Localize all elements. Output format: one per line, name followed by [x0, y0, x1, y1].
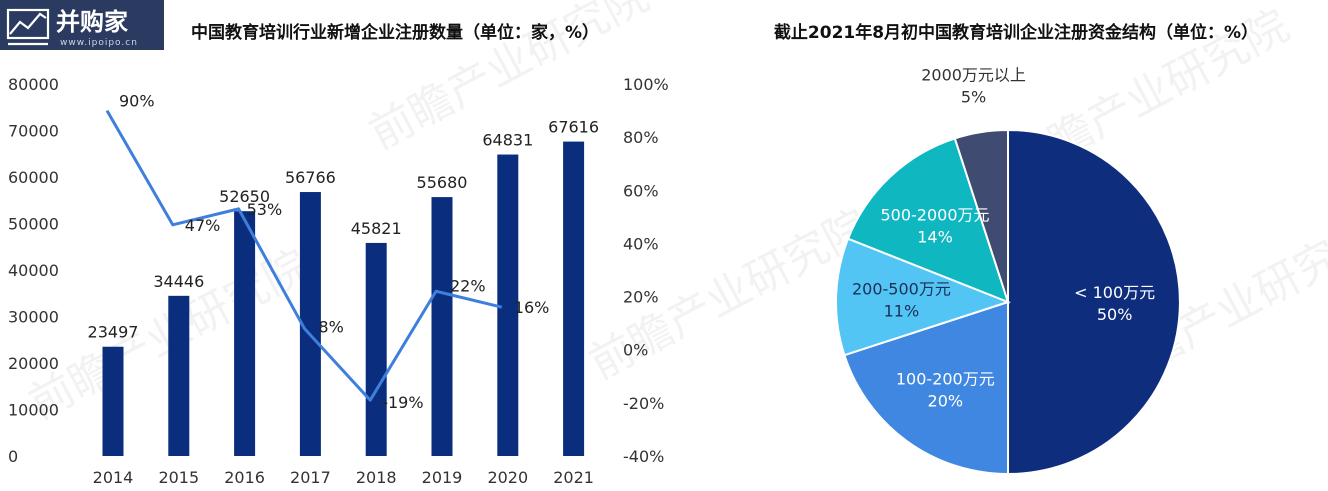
bar-value-label: 34446 — [153, 272, 204, 291]
growth-value-label: -19% — [382, 393, 423, 412]
right-chart-title: 截止2021年8月初中国教育培训企业注册资金结构（单位：%） — [774, 22, 1258, 43]
pie-slice — [953, 128, 1009, 303]
x-tick-label: 2018 — [356, 468, 397, 487]
growth-value-label: 90% — [119, 92, 155, 111]
bar — [168, 295, 190, 456]
pie-slice — [1007, 128, 1181, 476]
right-y-tick-label: -20% — [623, 394, 664, 413]
x-tick-label: 2017 — [290, 468, 331, 487]
growth-value-label: 16% — [514, 298, 550, 317]
pie-labels: < 100万元 50% 100-200万元 20% 200-500万元 11% 500-20… — [852, 66, 1155, 411]
pie-slice-label: < 100万元 — [1074, 283, 1155, 302]
right-y-tick-label: 0% — [623, 341, 648, 360]
x-tick-label: 2015 — [158, 468, 199, 487]
pie-chart: 截止2021年8月初中国教育培训企业注册资金结构（单位：%） < 100万元 50… — [774, 22, 1258, 476]
growth-value-label: 8% — [318, 317, 343, 336]
left-chart-title: 中国教育培训行业新增企业注册数量（单位：家，%） — [191, 22, 599, 43]
right-y-tick-label: 80% — [623, 128, 659, 147]
x-tick-label: 2016 — [224, 468, 265, 487]
pie-slice-percent: 11% — [884, 302, 920, 321]
bar-series — [102, 141, 585, 457]
bar-value-label: 23497 — [88, 323, 139, 342]
bar — [102, 346, 124, 456]
x-tick-label: 2021 — [553, 468, 594, 487]
chart-logo-icon — [6, 8, 50, 46]
bar-value-labels: 23497 34446 52650 56766 45821 55680 64831 67616 — [88, 118, 600, 342]
bar-value-label: 64831 — [482, 131, 533, 150]
pie-slice-percent: 20% — [928, 391, 964, 410]
growth-line-series — [105, 109, 503, 402]
growth-value-label: 22% — [450, 276, 486, 295]
right-y-tick-label: 60% — [623, 181, 659, 200]
left-y-tick-label: 0 — [8, 447, 18, 466]
logo-url: www.ipoipo.cn — [60, 38, 138, 48]
left-y-tick-label: 70000 — [8, 122, 59, 141]
right-y-tick-label: -40% — [623, 447, 664, 466]
growth-value-labels: 90% 47% 53% 8% -19% 22% 16% — [119, 92, 549, 413]
bar-value-label: 56766 — [285, 168, 336, 187]
pie-slice-label: 2000万元以上 — [921, 66, 1026, 85]
bar — [497, 154, 519, 457]
pie-slices — [835, 128, 1181, 476]
x-tick-label: 2019 — [422, 468, 463, 487]
logo-text: 并购家 — [56, 8, 128, 36]
site-logo: 并购家 www.ipoipo.cn — [0, 0, 164, 50]
x-tick-label: 2014 — [93, 468, 134, 487]
pie-slice-percent: 14% — [917, 227, 953, 246]
bar — [234, 211, 256, 456]
x-axis: 2014 2015 2016 2017 2018 2019 2020 2021 — [93, 468, 594, 487]
pie-slice-label: 100-200万元 — [896, 369, 995, 388]
growth-value-label: 53% — [247, 200, 283, 219]
bar-value-label: 55680 — [417, 173, 468, 192]
left-y-tick-label: 40000 — [8, 261, 59, 280]
bar-value-label: 45821 — [351, 219, 402, 238]
left-y-tick-label: 60000 — [8, 168, 59, 187]
bar-value-label: 52650 — [219, 187, 270, 206]
right-y-axis: -40% -20% 0% 20% 40% 60% 80% 100% — [623, 75, 669, 466]
pie-slice — [843, 300, 1009, 476]
left-y-axis: 0 10000 20000 30000 40000 50000 60000 70000 8000… — [8, 75, 59, 466]
bar-line-chart: 中国教育培训行业新增企业注册数量（单位：家，%） 0 10000 20000 3000… — [8, 22, 669, 487]
left-y-tick-label: 50000 — [8, 215, 59, 234]
bar — [299, 192, 321, 457]
bar — [563, 141, 585, 456]
right-y-tick-label: 100% — [623, 75, 669, 94]
left-y-tick-label: 10000 — [8, 401, 59, 420]
bar — [365, 242, 387, 456]
left-y-tick-label: 30000 — [8, 308, 59, 327]
pie-slice-label: 500-2000万元 — [880, 205, 989, 224]
growth-line — [105, 109, 503, 402]
pie-slice-percent: 5% — [961, 88, 986, 107]
pie-slice-percent: 50% — [1097, 305, 1133, 324]
growth-value-label: 47% — [185, 216, 221, 235]
x-tick-label: 2020 — [487, 468, 528, 487]
pie-slice — [835, 237, 1011, 357]
pie-slice-label: 200-500万元 — [852, 280, 951, 299]
bar — [431, 197, 453, 456]
left-y-tick-label: 80000 — [8, 75, 59, 94]
left-y-tick-label: 20000 — [8, 354, 59, 373]
right-y-tick-label: 40% — [623, 234, 659, 253]
right-y-tick-label: 20% — [623, 288, 659, 307]
bar-value-label: 67616 — [548, 118, 599, 137]
